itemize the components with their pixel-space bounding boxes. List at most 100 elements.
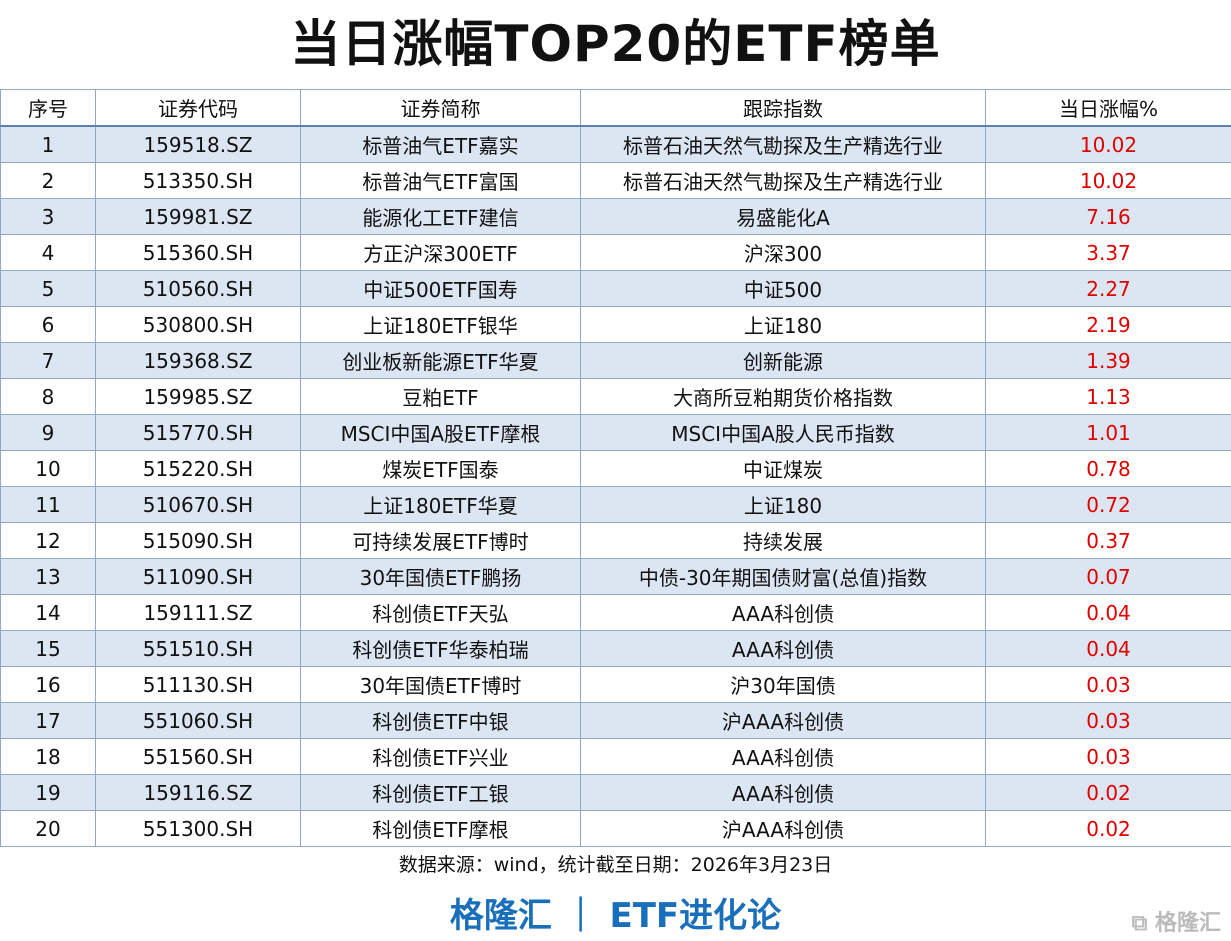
cell-code: 551510.SH [95,630,301,667]
cell-index: 易盛能化A [580,198,986,235]
cell-code: 515220.SH [95,450,301,487]
table-row: 4 515360.SH 方正沪深300ETF 沪深300 3.37 [0,234,1231,271]
cell-rank: 12 [0,522,96,559]
cell-name: 科创债ETF华泰柏瑞 [300,630,581,667]
cell-name: 标普油气ETF富国 [300,162,581,199]
cell-code: 511130.SH [95,666,301,703]
cell-name: 可持续发展ETF博时 [300,522,581,559]
cell-index: 上证180 [580,486,986,523]
table-row: 2 513350.SH 标普油气ETF富国 标普石油天然气勘探及生产精选行业 10.02 [0,162,1231,199]
cell-name: 30年国债ETF博时 [300,666,581,703]
cell-rank: 9 [0,414,96,451]
cell-code: 551060.SH [95,702,301,739]
table-row: 11 510670.SH 上证180ETF华夏 上证180 0.72 [0,486,1231,523]
table-row: 16 511130.SH 30年国债ETF博时 沪30年国债 0.03 [0,666,1231,703]
table-row: 20 551300.SH 科创债ETF摩根 沪AAA科创债 0.02 [0,810,1231,847]
table-row: 7 159368.SZ 创业板新能源ETF华夏 创新能源 1.39 [0,342,1231,379]
cell-change: 0.03 [985,738,1231,775]
cell-code: 510670.SH [95,486,301,523]
table-row: 15 551510.SH 科创债ETF华泰柏瑞 AAA科创债 0.04 [0,630,1231,667]
table-row: 12 515090.SH 可持续发展ETF博时 持续发展 0.37 [0,522,1231,559]
cell-name: 创业板新能源ETF华夏 [300,342,581,379]
data-source-note: 数据来源：wind，统计截至日期：2026年3月23日 [398,854,833,876]
cell-index: 沪深300 [580,234,986,271]
column-header-rank: 序号 [0,89,96,127]
table-row: 6 530800.SH 上证180ETF银华 上证180 2.19 [0,306,1231,343]
cell-rank: 3 [0,198,96,235]
cell-change: 0.02 [985,774,1231,811]
cell-rank: 15 [0,630,96,667]
cell-change: 2.19 [985,306,1231,343]
cell-change: 0.03 [985,666,1231,703]
cell-rank: 13 [0,558,96,595]
cell-change: 7.16 [985,198,1231,235]
cell-change: 0.07 [985,558,1231,595]
cell-name: 科创债ETF天弘 [300,594,581,631]
table-row: 13 511090.SH 30年国债ETF鹏扬 中债-30年期国债财富(总值)指数 0.… [0,558,1231,595]
etf-ranking-table: 序号 证券代码 证券简称 跟踪指数 当日涨幅% 1 159518.SZ 标普油气ETF嘉实标… [0,89,1231,847]
cell-index: 上证180 [580,306,986,343]
column-header-index: 跟踪指数 [580,89,986,127]
cell-change: 0.03 [985,702,1231,739]
cell-rank: 10 [0,450,96,487]
cell-name: 30年国债ETF鹏扬 [300,558,581,595]
cell-change: 2.27 [985,270,1231,307]
cell-change: 1.13 [985,378,1231,415]
table-row: 3 159981.SZ 能源化工ETF建信 易盛能化A 7.16 [0,198,1231,235]
cell-change: 0.78 [985,450,1231,487]
cell-index: AAA科创债 [580,630,986,667]
cell-rank: 6 [0,306,96,343]
cell-name: 能源化工ETF建信 [300,198,581,235]
cell-name: 标普油气ETF嘉实 [300,125,581,163]
cell-name: 豆粕ETF [300,378,581,415]
table-row: 8 159985.SZ 豆粕ETF 大商所豆粕期货价格指数 1.13 [0,378,1231,415]
page-title: 当日涨幅TOP20的ETF榜单 [290,15,941,73]
column-header-name: 证券简称 [300,89,581,127]
table-row: 19 159116.SZ 科创债ETF工银 AAA科创债 0.02 [0,774,1231,811]
cell-name: 上证180ETF银华 [300,306,581,343]
cell-index: 中债-30年期国债财富(总值)指数 [580,558,986,595]
cell-index: 中证500 [580,270,986,307]
cell-index: 沪30年国债 [580,666,986,703]
cell-code: 513350.SH [95,162,301,199]
cell-change: 3.37 [985,234,1231,271]
cell-index: 中证煤炭 [580,450,986,487]
brand-footer: 格隆汇 ｜ ETF进化论 [449,896,782,936]
cell-change: 10.02 [985,162,1231,199]
cell-code: 511090.SH [95,558,301,595]
cell-index: 持续发展 [580,522,986,559]
cell-name: MSCI中国A股ETF摩根 [300,414,581,451]
table-header: 序号 证券代码 证券简称 跟踪指数 当日涨幅% [0,89,1231,127]
cell-change: 0.72 [985,486,1231,523]
cell-rank: 7 [0,342,96,379]
watermark-logo: ⧉ 格隆汇 [1131,911,1221,936]
cell-rank: 17 [0,702,96,739]
cell-change: 1.39 [985,342,1231,379]
cell-change: 0.37 [985,522,1231,559]
cell-code: 530800.SH [95,306,301,343]
cell-name: 科创债ETF中银 [300,702,581,739]
column-header-change: 当日涨幅% [985,89,1231,127]
cell-index: MSCI中国A股人民币指数 [580,414,986,451]
cell-code: 551300.SH [95,810,301,847]
cell-rank: 5 [0,270,96,307]
cell-index: 沪AAA科创债 [580,702,986,739]
cell-name: 科创债ETF兴业 [300,738,581,775]
cell-rank: 1 [0,125,96,163]
cell-name: 上证180ETF华夏 [300,486,581,523]
cell-index: 标普石油天然气勘探及生产精选行业 [580,162,986,199]
cell-rank: 11 [0,486,96,523]
table-row: 14 159111.SZ 科创债ETF天弘 AAA科创债 0.04 [0,594,1231,631]
cell-rank: 16 [0,666,96,703]
cell-rank: 4 [0,234,96,271]
cell-change: 10.02 [985,125,1231,163]
cell-rank: 19 [0,774,96,811]
cell-rank: 8 [0,378,96,415]
table-row: 9 515770.SH MSCI中国A股ETF摩根 MSCI中国A股人民币指数 1.01 [0,414,1231,451]
cell-index: 创新能源 [580,342,986,379]
cell-change: 1.01 [985,414,1231,451]
cell-name: 科创债ETF摩根 [300,810,581,847]
cell-code: 515090.SH [95,522,301,559]
table-row: 17 551060.SH 科创债ETF中银 沪AAA科创债 0.03 [0,702,1231,739]
table-row: 1 159518.SZ 标普油气ETF嘉实 标普石油天然气勘探及生产精选行业 10.02 [0,125,1231,163]
